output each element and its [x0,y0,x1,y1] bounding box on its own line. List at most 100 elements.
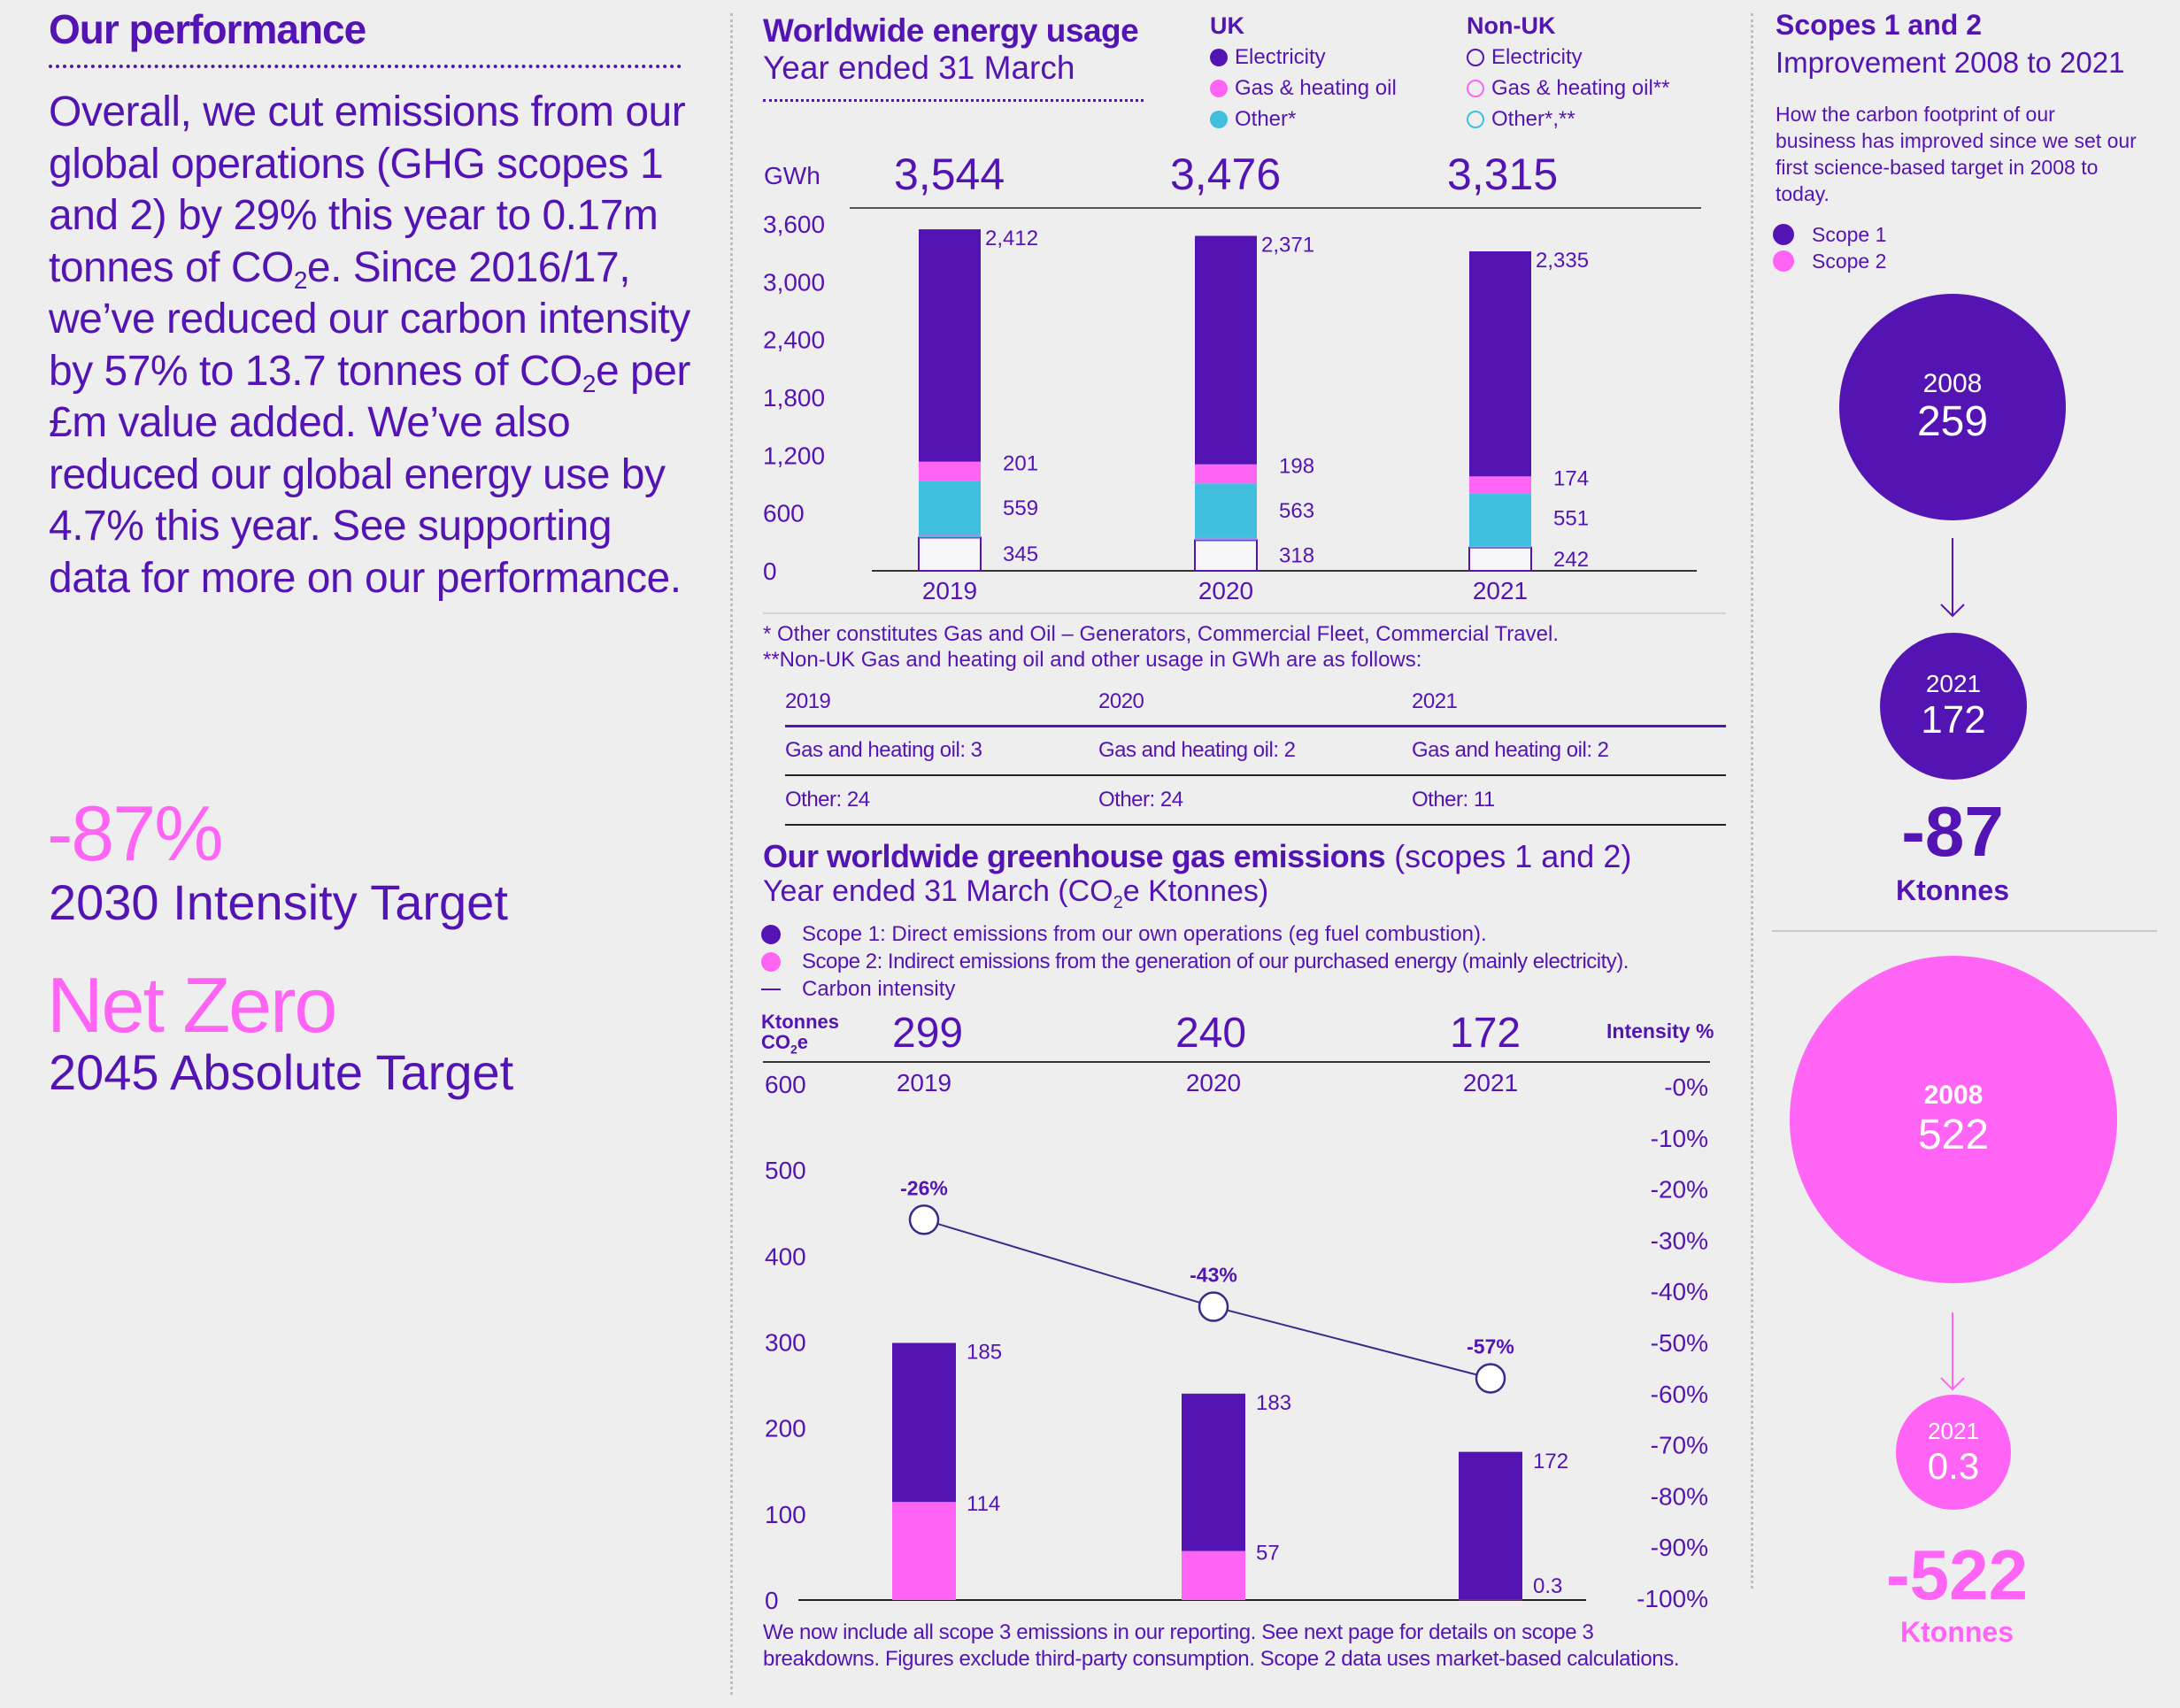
bar-segment [918,536,982,572]
scope2-change-unit: Ktonnes [1900,1616,2014,1648]
bar-segment [1469,546,1531,548]
bar-segment [1195,537,1257,541]
title-rest: (scopes 1 and 2) [1385,838,1632,874]
legend-ring-icon [1467,110,1484,128]
table-header: 2021 [1412,689,1458,713]
legend-dot-icon [1210,110,1228,128]
emissions-chart-subtitle: Year ended 31 March (CO2e Ktonnes) [763,874,1268,913]
table-row-rule [785,824,1726,826]
y2-tick-label: -40% [1651,1278,1708,1305]
data-label: 201 [1003,452,1038,476]
bar-segment [1195,483,1257,538]
data-label: 551 [1553,507,1589,531]
legend-label: Scope 2: Indirect emissions from the gen… [802,949,1629,973]
absolute-target-label: 2045 Absolute Target [49,1044,514,1100]
bar-segment [892,1343,956,1503]
y2-tick-label: -50% [1651,1329,1708,1357]
emissions-total-2019: 299 [892,1010,964,1057]
energy-total-2020: 3,476 [1170,150,1282,199]
intensity-point [1198,1291,1229,1322]
legend-item-scope1: Scope 1: Direct emissions from our own o… [761,920,1629,948]
bar-segment [1459,1599,1522,1601]
legend-dot-icon [761,951,781,972]
energy-chart: 0 600 1,200 1,800 2,400 3,000 3,600 2,412 201 559… [763,207,1726,614]
emissions-unit-label: Ktonnes CO2e [761,1012,839,1059]
subtitle-text: Year ended 31 March (CO [763,874,1113,908]
table-cell: Gas and heating oil: 2 [1098,738,1296,762]
scope2-change-value: -522 [1885,1535,2029,1614]
legend-label: Scope 1: Direct emissions from our own o… [802,921,1487,946]
scope1-2008-circle: 2008 259 [1839,294,2066,520]
y2-tick-label: -0% [1664,1073,1708,1101]
legend-label: Scope 2 [1812,249,1887,273]
unit-text: e [797,1031,809,1053]
bar-segment [1468,546,1532,573]
legend-item-nonuk-other: Other*,** [1467,104,1669,135]
performance-summary: Overall, we cut emissions from our globa… [49,87,695,604]
column-divider-right [1751,13,1753,1589]
circle-year: 2021 [1928,1417,1979,1444]
net-zero-value: Net Zero [47,961,337,1049]
table-row-rule [785,774,1726,776]
legend-item-nonuk-electricity: Electricity [1467,42,1669,73]
legend-label: Carbon intensity [802,976,956,1001]
subscript: 2 [582,369,597,397]
scope2-2021-circle: 2021 0.3 [1896,1395,2011,1510]
legend-item-uk-electricity: Electricity [1210,42,1397,73]
data-label: 242 [1553,548,1589,572]
y2-tick-label: -30% [1651,1227,1708,1254]
bar-segment [1182,1393,1245,1551]
y-tick-label: 300 [765,1329,806,1357]
summary-text: Overall, we cut emissions from our globa… [49,88,686,291]
subscript: 2 [1113,892,1123,912]
data-label: 563 [1279,499,1314,523]
data-label: 172 [1533,1450,1568,1473]
energy-footnote-2: **Non-UK Gas and heating oil and other u… [763,648,1422,672]
summary-text: e per £m value added. We’ve also reduced… [49,347,690,602]
legend-line-icon [761,988,781,990]
circle-year: 2008 [1922,368,1983,398]
legend-label: Gas & heating oil [1235,75,1397,100]
scope1-change-value: -87 [1901,792,2004,871]
y-tick-label: 2,400 [763,327,825,354]
scope2-2008-circle: 2008 522 [1790,956,2117,1283]
table-header: 2019 [785,689,831,713]
y-tick-label: 500 [765,1157,806,1184]
scopes-title: Scopes 1 and 2 [1776,9,1982,41]
legend-label: Other* [1235,106,1297,131]
table-cell: Other: 24 [785,788,870,812]
bar-segment [1195,537,1257,539]
column-divider-left [730,13,733,1695]
circle-year: 2021 [1925,670,1982,697]
intensity-target-label: 2030 Intensity Target [49,874,508,930]
legend-item-scope1: Scope 1 [1773,221,1886,248]
data-label: 57 [1256,1542,1280,1566]
subscript: 2 [293,265,308,294]
y-tick-label: 1,200 [763,442,825,469]
data-label: 2,371 [1261,234,1314,258]
title-divider [49,65,682,68]
scopes-legend: Scope 1 Scope 2 [1773,221,1886,274]
circle-year: 2008 [1923,1080,1984,1110]
legend-item-uk-gas: Gas & heating oil [1210,73,1397,104]
table-header-rule [785,725,1726,727]
scope1-2021-circle: 2021 172 [1880,633,2027,780]
bar-segment [919,229,981,462]
data-label: 2,412 [985,227,1038,250]
x-tick-label: 2021 [1463,1069,1518,1096]
right-axis-title: Intensity % [1606,1019,1714,1042]
unit-line: CO2e [761,1032,839,1059]
energy-title-divider [763,99,1144,102]
y2-tick-label: -10% [1651,1125,1708,1152]
energy-legend-nonuk: Non-UK Electricity Gas & heating oil** O… [1467,12,1669,135]
y-tick-label: 600 [765,1071,806,1098]
arrow-down-icon [1940,1312,1965,1391]
legend-dot-icon [1210,48,1228,66]
bar-segment [919,535,981,538]
data-label: 183 [1256,1391,1291,1415]
y-tick-label: 0 [763,558,777,585]
emissions-total-2021: 172 [1450,1010,1521,1057]
emissions-legend: Scope 1: Direct emissions from our own o… [761,920,1629,1003]
bar-segment [892,1502,956,1600]
emissions-chart: 0 100 200 300 400 500 600 -0% -10% -20% -30% -40% -5… [763,1061,1710,1614]
